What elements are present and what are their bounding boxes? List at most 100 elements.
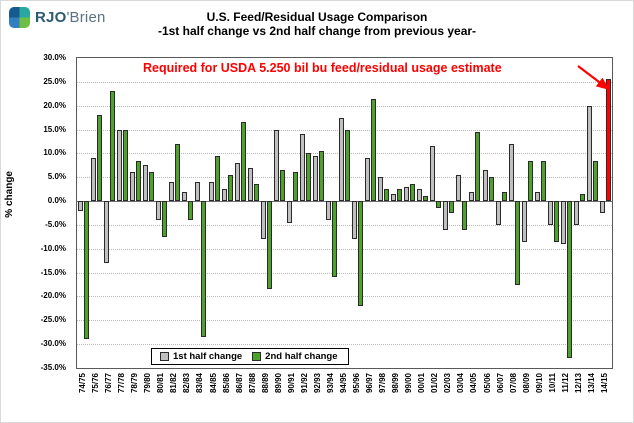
- legend-swatch-2nd-half: [252, 352, 262, 361]
- bar-2nd-half-02/03: [449, 201, 455, 213]
- x-tick-label: 08/09: [521, 373, 531, 394]
- bar-1st-half-83/84: [195, 182, 201, 202]
- x-tick-label: 97/98: [378, 373, 388, 394]
- gridline: [77, 81, 612, 83]
- bar-1st-half-95/96: [352, 201, 358, 240]
- bar-1st-half-04/05: [469, 191, 475, 202]
- x-tick-label: 86/87: [234, 373, 244, 394]
- bar-1st-half-92/93: [312, 155, 318, 202]
- rjobrien-logo: RJO'Brien: [9, 7, 106, 28]
- x-tick-label: 88/89: [260, 373, 270, 394]
- x-tick-label: 89/90: [273, 373, 283, 394]
- y-tick-label: -15.0%: [40, 267, 66, 277]
- bar-1st-half-85/86: [221, 189, 227, 202]
- y-tick-label: 25.0%: [43, 76, 66, 86]
- bar-1st-half-93/94: [325, 201, 331, 221]
- annotation-text: Required for USDA 5.250 bil bu feed/resi…: [143, 61, 502, 75]
- chart-title: U.S. Feed/Residual Usage Comparison: [206, 10, 428, 24]
- bar-2nd-half-12/13: [579, 193, 585, 202]
- bar-2nd-half-74/75: [84, 201, 90, 340]
- bar-2nd-half-07/08: [514, 201, 520, 285]
- logo-text-rest: 'Brien: [66, 9, 106, 26]
- required-bar: [605, 79, 611, 202]
- gridline: [77, 248, 612, 250]
- bar-1st-half-96/97: [365, 158, 371, 202]
- bar-1st-half-09/10: [534, 191, 540, 202]
- bar-1st-half-91/92: [299, 134, 305, 202]
- gridline: [77, 153, 612, 155]
- bar-1st-half-98/99: [391, 193, 397, 202]
- bar-2nd-half-05/06: [488, 177, 494, 202]
- x-tick-label: 80/81: [156, 373, 166, 394]
- bar-2nd-half-99/00: [410, 184, 416, 202]
- x-tick-label: 05/06: [482, 373, 492, 394]
- gridline: [77, 224, 612, 226]
- y-tick-label: -35.0%: [40, 363, 66, 372]
- x-tick-label: 82/83: [182, 373, 192, 394]
- y-tick-label: 30.0%: [43, 53, 66, 62]
- bar-2nd-half-84/85: [214, 155, 220, 202]
- y-tick-label: 0.0%: [47, 196, 66, 206]
- x-tick-label: 06/07: [495, 373, 505, 394]
- bar-2nd-half-03/04: [462, 201, 468, 230]
- bar-1st-half-02/03: [443, 201, 449, 230]
- gridline: [77, 129, 612, 131]
- x-tick-label: 95/96: [352, 373, 362, 394]
- rjobrien-logo-icon: [9, 7, 30, 28]
- bar-2nd-half-82/83: [188, 201, 194, 221]
- gridline: [77, 344, 612, 346]
- bar-2nd-half-83/84: [201, 201, 207, 337]
- x-tick-label: 83/84: [195, 373, 205, 394]
- bar-1st-half-86/87: [234, 162, 240, 202]
- x-tick-label: 09/10: [534, 373, 544, 394]
- bar-2nd-half-90/91: [292, 172, 298, 202]
- bar-2nd-half-76/77: [110, 91, 116, 202]
- x-tick-label: 00/01: [417, 373, 427, 394]
- bar-2nd-half-10/11: [553, 201, 559, 242]
- x-tick-label: 91/92: [299, 373, 309, 394]
- x-tick-label: 99/00: [404, 373, 414, 394]
- bar-2nd-half-86/87: [240, 122, 246, 202]
- y-tick-label: 10.0%: [43, 148, 66, 158]
- gridline: [77, 177, 612, 179]
- bar-2nd-half-85/86: [227, 174, 233, 202]
- bar-2nd-half-04/05: [475, 131, 481, 202]
- bar-2nd-half-75/76: [97, 115, 103, 202]
- x-axis-tick-labels: 74/75 75/76 76/77 77/78 78/79 79/80 80/81 81/82…: [76, 372, 613, 420]
- x-tick-label: 13/14: [586, 373, 596, 394]
- bar-2nd-half-79/80: [149, 172, 155, 202]
- gridline: [77, 272, 612, 274]
- bar-2nd-half-91/92: [305, 153, 311, 202]
- legend-label-1st-half: 1st half change: [173, 351, 243, 362]
- bar-2nd-half-93/94: [331, 201, 337, 278]
- bar-2nd-half-94/95: [345, 129, 350, 202]
- bar-1st-half-12/13: [573, 201, 579, 225]
- bar-1st-half-94/95: [339, 117, 344, 202]
- x-tick-label: 03/04: [456, 373, 466, 394]
- bar-1st-half-06/07: [495, 201, 501, 225]
- y-tick-label: -25.0%: [40, 315, 66, 325]
- bar-2nd-half-78/79: [136, 160, 142, 202]
- plot-area: Required for USDA 5.250 bil bu feed/resi…: [76, 57, 613, 369]
- bar-1st-half-75/76: [91, 158, 97, 202]
- bar-2nd-half-81/82: [175, 143, 181, 202]
- x-tick-label: 02/03: [443, 373, 453, 394]
- bar-2nd-half-97/98: [384, 189, 390, 202]
- bar-1st-half-80/81: [156, 201, 162, 221]
- bar-2nd-half-06/07: [501, 191, 507, 202]
- x-tick-label: 93/94: [325, 373, 335, 394]
- bar-2nd-half-01/02: [436, 201, 442, 209]
- annotation-arrow-icon: [577, 65, 610, 90]
- x-tick-label: 96/97: [365, 373, 375, 394]
- y-tick-label: 15.0%: [43, 124, 66, 134]
- bar-2nd-half-92/93: [318, 151, 324, 202]
- x-tick-label: 01/02: [430, 373, 440, 394]
- rjobrien-logo-text: RJO'Brien: [35, 9, 106, 26]
- x-tick-label: 75/76: [91, 373, 101, 394]
- gridline: [77, 320, 612, 322]
- bar-1st-half-08/09: [521, 201, 527, 242]
- y-tick-label: -20.0%: [40, 291, 66, 301]
- bar-1st-half-01/02: [430, 146, 436, 202]
- bar-2nd-half-95/96: [358, 201, 364, 306]
- x-tick-label: 76/77: [104, 373, 114, 394]
